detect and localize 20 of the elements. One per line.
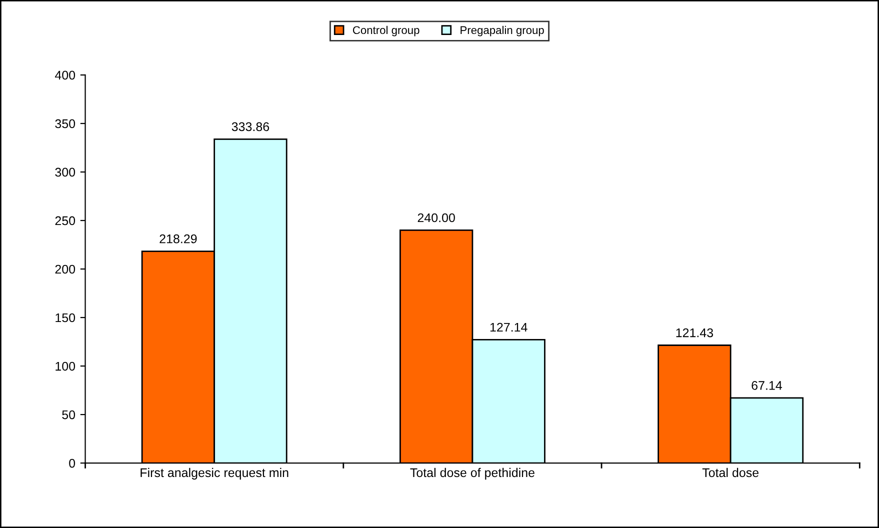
- y-tick-label: 150: [56, 313, 76, 322]
- y-tick-label: 250: [55, 216, 76, 226]
- legend-label: Pregapalin group: [460, 26, 544, 36]
- data-label: 333.86: [232, 122, 270, 132]
- data-label: 240.00: [418, 213, 455, 222]
- y-tick-label: 350: [55, 119, 76, 128]
- data-label: 127.14: [490, 322, 528, 332]
- x-tick-label: First analgesic request min: [140, 468, 288, 480]
- y-tick-label: 50: [62, 410, 76, 420]
- x-tick-label: Total dose: [702, 468, 759, 478]
- y-tick-label: 0: [69, 458, 76, 468]
- legend-label: Control group: [352, 26, 420, 36]
- y-tick-label: 400: [54, 70, 76, 80]
- data-label: 67.14: [752, 381, 782, 390]
- x-tick-label: Total dose of pethidine: [410, 468, 534, 480]
- data-label: 121.43: [676, 328, 714, 338]
- y-tick-label: 200: [55, 264, 76, 274]
- y-tick-label: 100: [56, 362, 76, 371]
- y-tick-label: 300: [55, 168, 76, 177]
- data-label: 218.29: [160, 234, 197, 244]
